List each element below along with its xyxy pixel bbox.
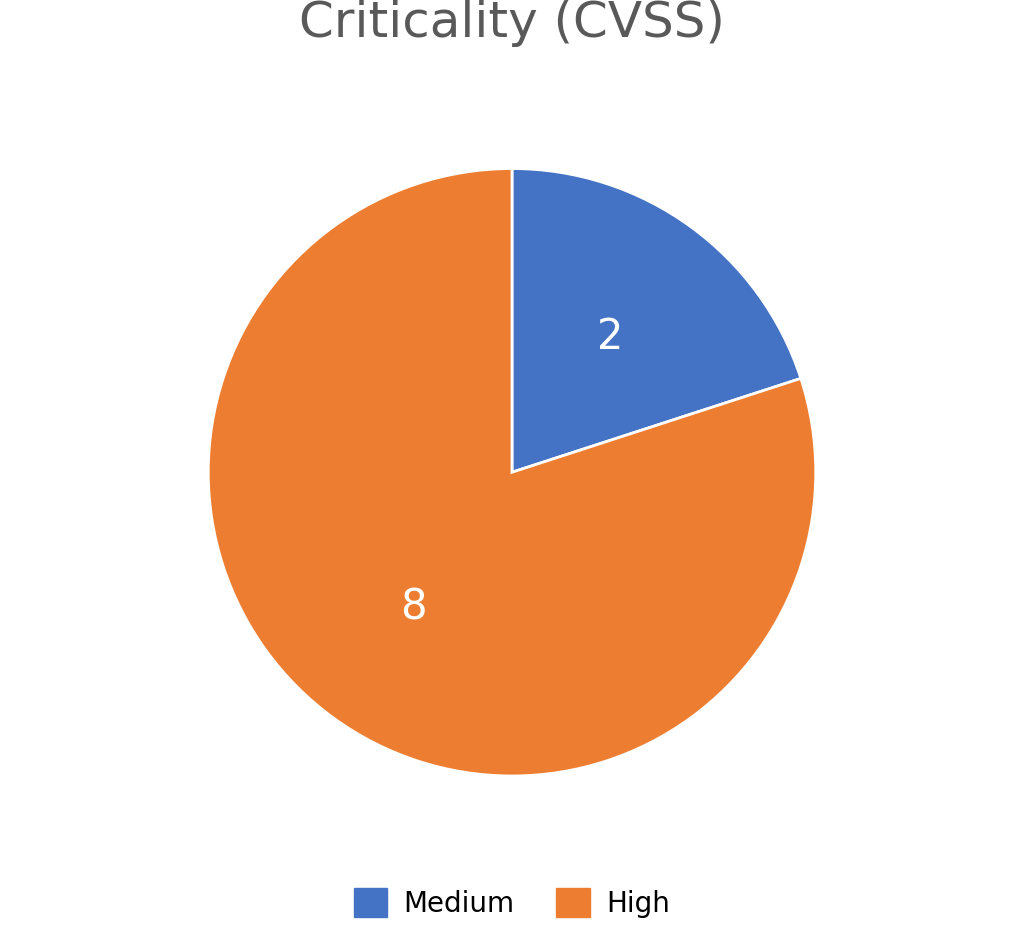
Legend: Medium, High: Medium, High xyxy=(343,877,681,926)
Wedge shape xyxy=(512,169,801,472)
Text: 2: 2 xyxy=(597,316,624,358)
Text: 8: 8 xyxy=(400,586,427,629)
Wedge shape xyxy=(208,169,816,776)
Title: Criticality (CVSS): Criticality (CVSS) xyxy=(299,0,725,47)
